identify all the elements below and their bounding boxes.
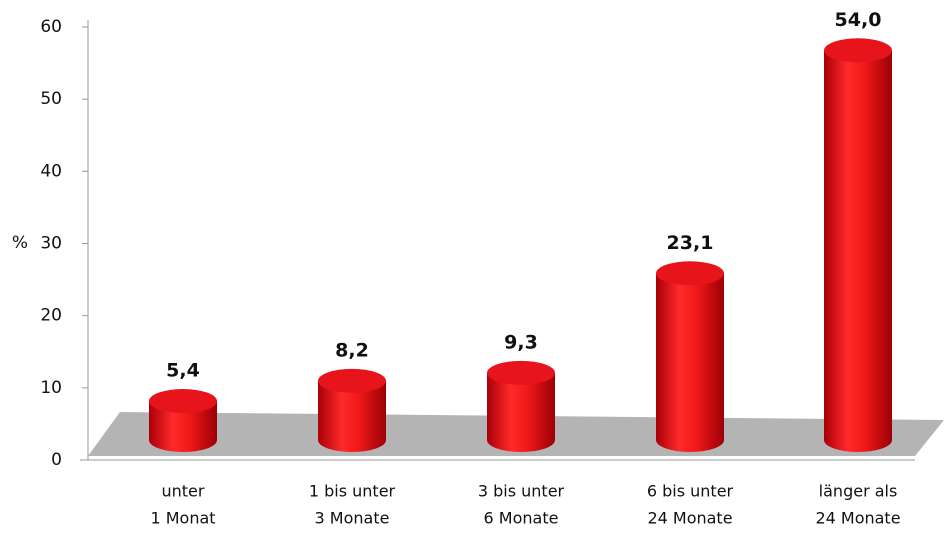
y-tick-label: 0	[51, 450, 62, 470]
bar-top	[318, 368, 386, 393]
x-tick-label: unter	[162, 482, 205, 501]
bar-top	[824, 38, 892, 63]
y-tick-label: 20	[40, 306, 62, 326]
x-tick-label: länger als	[819, 482, 898, 501]
y-tick-label: 50	[40, 89, 62, 109]
x-tick-label: 6 bis unter	[647, 482, 734, 501]
x-tick-label: 3 bis unter	[478, 482, 565, 501]
bar-top	[487, 360, 555, 385]
value-label: 54,0	[835, 9, 882, 31]
bar-top	[149, 389, 217, 414]
y-tick-label: 30	[40, 234, 62, 254]
bar	[824, 38, 892, 453]
bar-body	[318, 380, 386, 452]
value-label: 9,3	[504, 331, 538, 353]
x-tick-label: 24 Monate	[815, 509, 900, 528]
x-tick-label: 24 Monate	[647, 509, 732, 528]
bar-body	[824, 50, 892, 453]
bar-body	[656, 273, 724, 452]
x-tick-label: 1 Monat	[150, 509, 215, 528]
bar-top	[656, 261, 724, 286]
value-label: 5,4	[166, 360, 200, 382]
bar-body	[487, 372, 555, 452]
x-tick-label: 6 Monate	[484, 509, 559, 528]
bar	[487, 360, 555, 452]
y-tick-label: 10	[40, 378, 62, 398]
y-tick-label: 40	[40, 161, 62, 181]
x-tick-label: 1 bis unter	[309, 482, 396, 501]
bar	[318, 368, 386, 452]
x-tick-label: 3 Monate	[315, 509, 390, 528]
y-axis-label: %	[12, 233, 28, 253]
value-label: 23,1	[667, 232, 714, 254]
bar	[656, 261, 724, 452]
value-label: 8,2	[335, 339, 369, 361]
bar	[149, 389, 217, 452]
bar-body	[149, 401, 217, 452]
y-tick-label: 60	[40, 17, 62, 37]
